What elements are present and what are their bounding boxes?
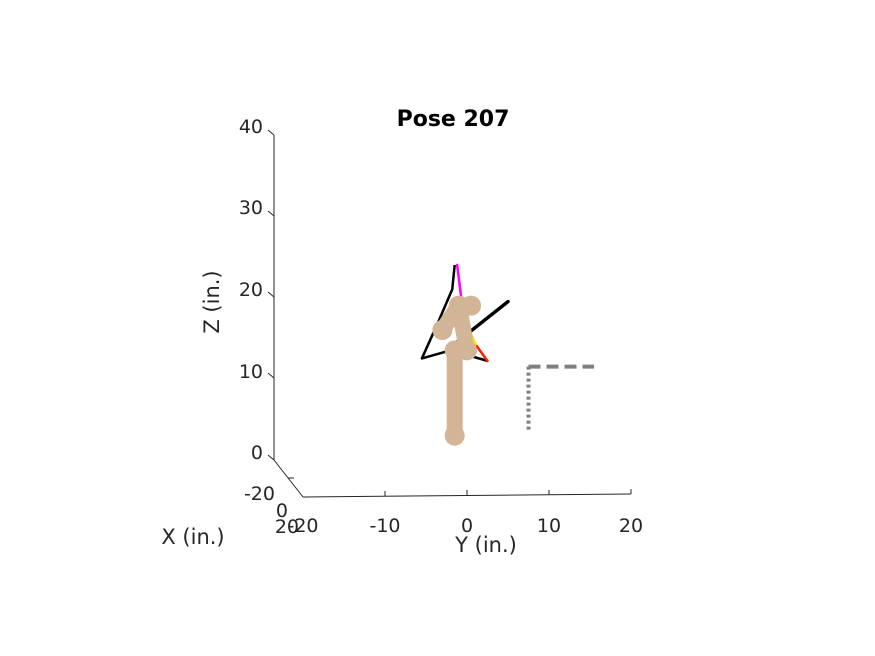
y-tick-label: 10 xyxy=(537,515,561,537)
y-tick-label: 0 xyxy=(461,515,473,537)
trail-segment xyxy=(455,263,463,299)
z-tick-mark xyxy=(267,291,275,298)
z-tick-label: 10 xyxy=(239,361,263,383)
axes: 40 30 20 10 0 -20 0 20 -20 -10 0 10 20 Z… xyxy=(161,107,643,557)
x-tick-label: -20 xyxy=(244,483,275,505)
x-axis-label: X (in.) xyxy=(161,525,224,549)
y-axis-line xyxy=(302,493,632,498)
x-tick-label: 20 xyxy=(275,516,299,538)
z-tick-label: 40 xyxy=(239,116,263,138)
z-tick-mark xyxy=(267,454,275,461)
x-tick-label: 0 xyxy=(276,500,288,522)
trail-segment xyxy=(475,345,489,363)
z-tick-mark xyxy=(267,129,275,136)
skeleton-joint xyxy=(444,425,465,446)
y-axis-label: Y (in.) xyxy=(454,533,517,557)
skeleton-joint xyxy=(457,340,477,361)
z-axis-label: Z (in.) xyxy=(200,270,224,333)
y-tick-label: 20 xyxy=(619,515,643,537)
y-tick-label: -10 xyxy=(369,515,400,537)
chart-title: Pose 207 xyxy=(397,107,510,132)
z-tick-label: 0 xyxy=(251,442,263,464)
z-tick-label: 30 xyxy=(239,197,263,219)
skeleton-joint xyxy=(432,320,453,340)
z-tick-mark xyxy=(267,210,275,217)
skeleton-joint xyxy=(461,295,482,316)
z-tick-mark xyxy=(267,372,275,379)
pose-marks xyxy=(420,263,595,446)
z-tick-label: 20 xyxy=(239,279,263,301)
y-tick-label: -20 xyxy=(287,515,318,537)
